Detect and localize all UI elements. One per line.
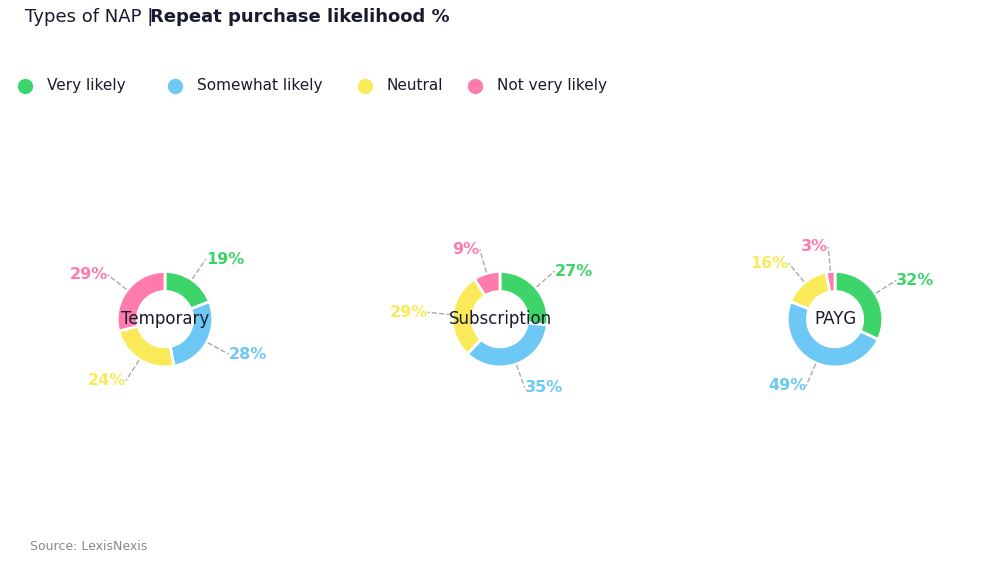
Wedge shape [826,271,835,292]
Wedge shape [165,271,209,309]
Text: Types of NAP |: Types of NAP | [25,8,159,26]
Wedge shape [117,271,165,331]
Text: 19%: 19% [206,252,244,267]
Text: Subscription: Subscription [448,310,552,328]
Text: 29%: 29% [389,305,428,320]
Text: Source: LexisNexis: Source: LexisNexis [30,540,147,553]
Wedge shape [170,302,213,366]
Text: Repeat purchase likelihood %: Repeat purchase likelihood % [150,8,450,26]
Text: Somewhat likely: Somewhat likely [197,78,322,93]
Text: 3%: 3% [801,239,828,254]
Text: 35%: 35% [525,380,563,395]
Text: 49%: 49% [768,378,806,393]
Text: 28%: 28% [229,347,267,362]
Wedge shape [835,271,883,340]
Wedge shape [119,326,174,367]
Text: PAYG: PAYG [814,310,856,328]
Text: Temporary: Temporary [121,310,209,328]
Text: Not very likely: Not very likely [497,78,607,93]
Wedge shape [452,279,485,354]
Text: 32%: 32% [896,273,935,288]
Text: 9%: 9% [453,242,480,257]
Wedge shape [791,272,830,309]
Text: 24%: 24% [88,373,126,388]
Text: 27%: 27% [554,264,593,279]
Wedge shape [474,271,500,296]
Wedge shape [500,271,548,325]
Text: 16%: 16% [750,256,789,271]
Wedge shape [467,323,547,367]
Text: Neutral: Neutral [387,78,444,93]
Wedge shape [787,302,878,367]
Text: 29%: 29% [69,267,108,282]
Text: Very likely: Very likely [47,78,126,93]
